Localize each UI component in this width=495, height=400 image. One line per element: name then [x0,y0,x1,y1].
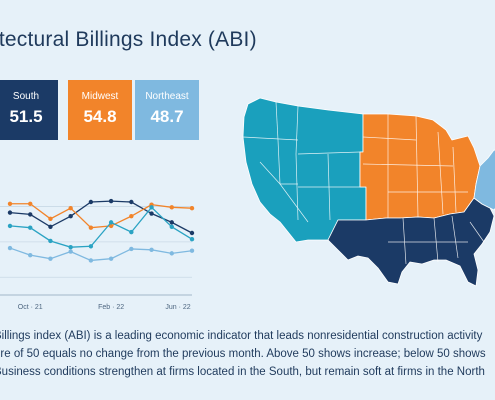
series-point-0 [28,212,33,217]
series-point-1 [48,216,53,222]
series-point-1 [189,206,195,211]
series-point-2 [68,244,73,250]
series-point-2 [48,238,53,244]
series-point-3 [108,256,114,261]
tile-midwest-value: 54.8 [83,107,117,126]
x-tick-label: Feb · 22 [98,304,124,311]
series-point-3 [129,246,134,252]
tile-northeast-label: Northeast [145,91,189,102]
series-point-2 [169,224,174,229]
series-point-3 [88,258,94,263]
series-point-1 [88,225,94,230]
abi-line-chart: Oct · 21 Feb · 22 Jun · 22 [0,198,195,311]
series-point-3 [28,252,33,258]
tile-midwest-label: Midwest [81,91,119,102]
series-point-3 [48,256,53,261]
series-point-0 [129,199,134,205]
series-point-1 [129,213,134,219]
series-point-0 [48,224,53,229]
series-point-0 [149,211,154,216]
series-point-1 [7,201,13,206]
series-point-2 [7,223,13,229]
series-point-2 [28,225,33,230]
tile-northeast-value: 48.7 [150,107,184,126]
series-point-3 [68,249,73,254]
tile-midwest: Midwest 54.8 [68,80,132,140]
description-line-2: ore of 50 equals no change from the prev… [0,348,486,360]
series-point-2 [88,244,94,249]
tile-south-label: South [12,91,40,102]
tile-northeast: Northeast 48.7 [135,80,199,140]
series-point-3 [169,251,174,256]
series-point-3 [7,245,13,251]
series-point-0 [7,210,13,215]
series-point-0 [189,230,195,236]
series-point-2 [189,237,195,242]
series-point-2 [108,220,114,225]
series-line-3 [9,247,193,262]
series-point-1 [169,205,174,210]
us-regions-map [242,97,495,287]
series-line-1 [10,203,193,229]
tile-south-value: 51.5 [9,107,43,126]
map-region-northeast [473,149,495,211]
map-region-midwest [359,113,481,221]
series-point-2 [149,205,154,210]
description-line-1: Billings index (ABI) is a leading econom… [0,330,483,342]
series-point-3 [149,247,154,253]
x-tick-label: Oct · 21 [18,304,43,311]
series-point-1 [28,201,33,206]
page-title: itectural Billings Index (ABI) [0,28,257,51]
series-point-0 [88,199,94,205]
series-line-2 [9,206,193,248]
series-point-1 [68,206,73,211]
series-point-0 [169,220,174,225]
series-point-3 [189,248,195,253]
series-point-2 [129,229,134,235]
series-point-0 [108,198,114,204]
series-point-0 [68,213,73,219]
description-line-3: Business conditions strengthen at firms … [0,366,485,378]
description: Billings index (ABI) is a leading econom… [0,327,486,381]
tile-south: South 51.5 [0,80,58,140]
x-tick-label: Jun · 22 [165,304,190,311]
series-point-1 [108,223,114,229]
